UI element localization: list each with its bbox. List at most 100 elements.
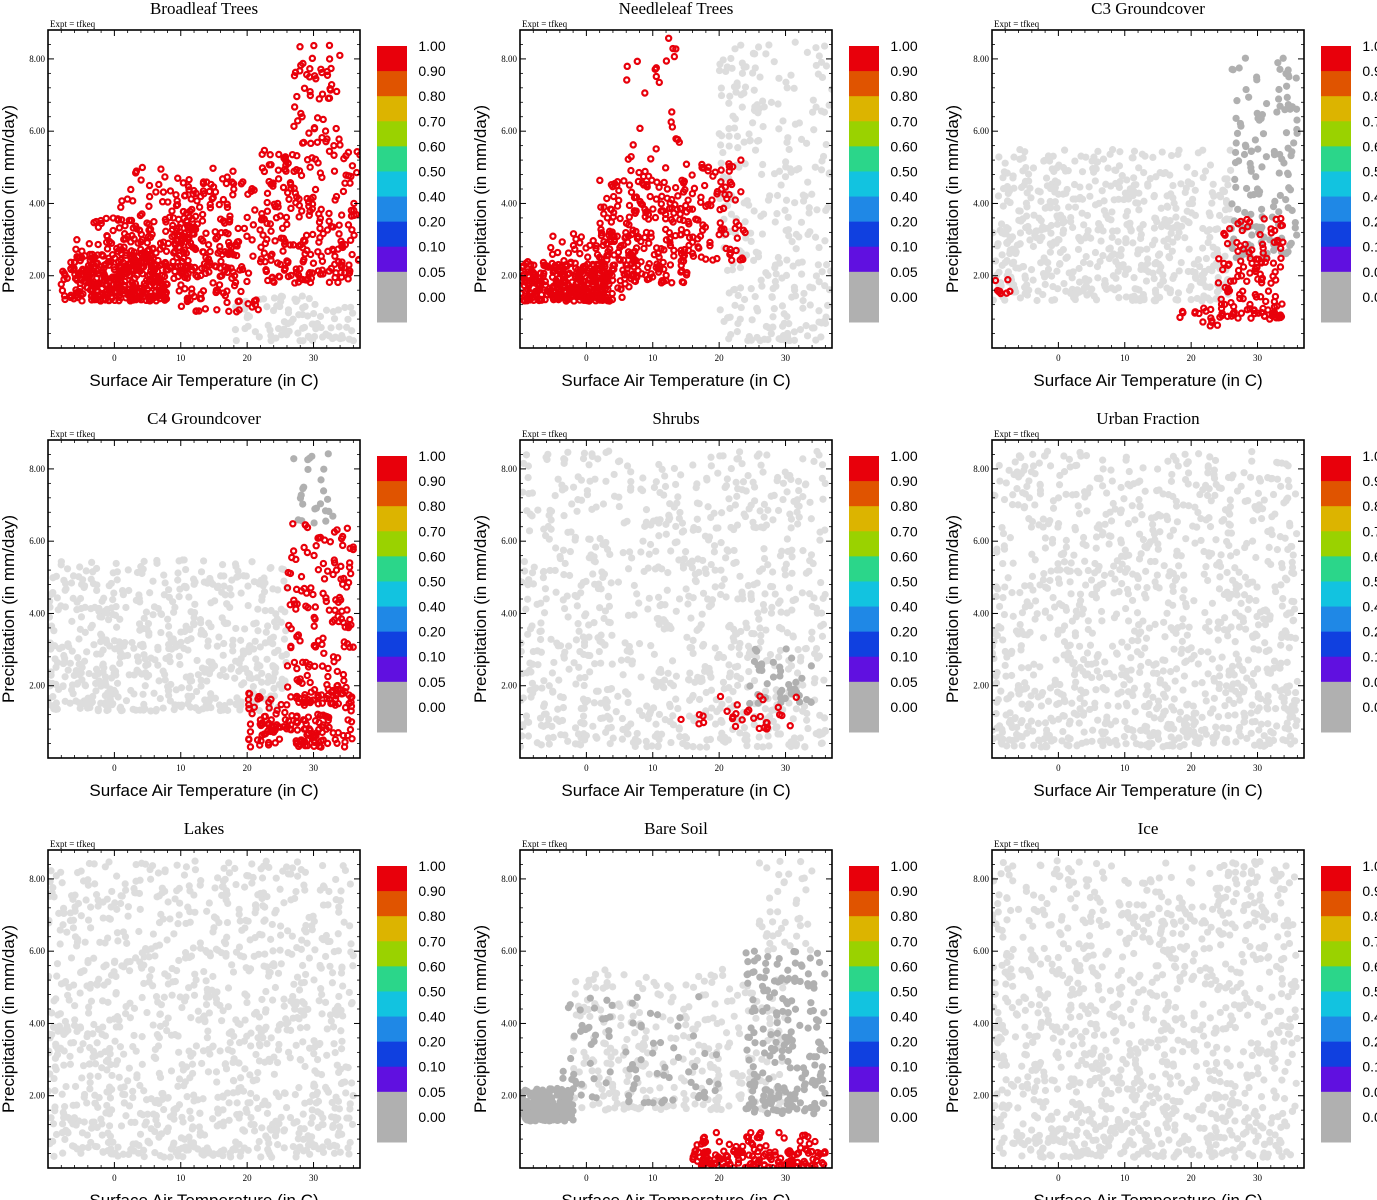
data-point bbox=[812, 61, 820, 70]
data-point bbox=[759, 160, 767, 169]
data-point bbox=[190, 619, 198, 627]
data-point bbox=[331, 701, 340, 709]
y-tick-label: 8.00 bbox=[29, 464, 45, 474]
data-point bbox=[663, 185, 672, 193]
data-point bbox=[1139, 221, 1147, 229]
data-point bbox=[784, 213, 792, 221]
data-point bbox=[309, 230, 317, 239]
data-point bbox=[625, 220, 633, 229]
data-point bbox=[1042, 174, 1051, 182]
data-point bbox=[660, 178, 668, 187]
data-point bbox=[651, 213, 660, 222]
data-point bbox=[197, 676, 205, 684]
y-axis-label: Precipitation (in mm/day) bbox=[0, 105, 18, 293]
data-point bbox=[760, 606, 768, 614]
data-point bbox=[348, 250, 356, 259]
data-point bbox=[278, 331, 286, 339]
data-point bbox=[815, 52, 823, 60]
data-point bbox=[298, 658, 307, 667]
y-axis-label: Precipitation (in mm/day) bbox=[0, 515, 18, 703]
data-point bbox=[1082, 153, 1090, 161]
data-point bbox=[290, 455, 298, 463]
data-point bbox=[190, 230, 198, 238]
data-point bbox=[145, 296, 154, 305]
y-axis-label: Precipitation (in mm/day) bbox=[943, 105, 962, 293]
data-point bbox=[274, 646, 282, 654]
data-point bbox=[246, 642, 254, 650]
data-point bbox=[101, 607, 109, 615]
data-point bbox=[1023, 281, 1031, 289]
data-point bbox=[329, 729, 337, 737]
data-point bbox=[704, 167, 712, 175]
data-point bbox=[637, 548, 645, 556]
data-point bbox=[1291, 224, 1299, 232]
data-point bbox=[80, 657, 89, 665]
data-point bbox=[176, 660, 184, 669]
data-point bbox=[1235, 64, 1243, 72]
y-tick-label: 6.00 bbox=[29, 126, 45, 136]
data-point bbox=[320, 575, 329, 583]
data-point bbox=[326, 86, 335, 94]
data-point bbox=[282, 213, 291, 222]
data-point bbox=[199, 178, 208, 186]
data-point bbox=[161, 173, 169, 181]
data-point bbox=[537, 619, 545, 627]
data-point bbox=[143, 254, 151, 263]
data-point bbox=[719, 148, 727, 157]
data-point bbox=[789, 715, 797, 723]
data-point bbox=[192, 687, 201, 696]
data-point bbox=[1039, 223, 1047, 231]
colorbar-label: 0.80 bbox=[890, 88, 917, 104]
data-point bbox=[787, 524, 795, 532]
data-point bbox=[134, 287, 142, 295]
data-point bbox=[591, 580, 599, 588]
data-point bbox=[185, 213, 194, 221]
data-point bbox=[280, 325, 288, 333]
data-point bbox=[304, 663, 313, 671]
data-point bbox=[720, 575, 728, 583]
data-point bbox=[675, 595, 684, 603]
data-point bbox=[286, 569, 295, 578]
data-point bbox=[189, 190, 197, 198]
data-point bbox=[822, 62, 831, 70]
colorbar-swatch bbox=[377, 171, 407, 198]
data-point bbox=[564, 249, 573, 257]
data-point bbox=[343, 606, 351, 614]
data-point bbox=[822, 261, 831, 269]
expt-label: Expt = tfkeq bbox=[522, 19, 568, 29]
data-point bbox=[166, 697, 174, 705]
data-point bbox=[306, 87, 314, 96]
data-point bbox=[188, 692, 196, 701]
data-point bbox=[1258, 240, 1267, 249]
data-point bbox=[231, 560, 240, 568]
data-point bbox=[1277, 254, 1285, 262]
data-point bbox=[736, 315, 744, 323]
data-point bbox=[757, 212, 765, 220]
data-point bbox=[1175, 146, 1183, 154]
data-point bbox=[678, 176, 686, 184]
data-point bbox=[1143, 259, 1152, 268]
data-point bbox=[1201, 167, 1210, 175]
data-point bbox=[633, 729, 641, 738]
data-point bbox=[303, 548, 312, 557]
data-point bbox=[711, 644, 719, 652]
data-point bbox=[325, 147, 334, 155]
data-point bbox=[154, 661, 162, 669]
data-point bbox=[746, 137, 754, 145]
data-point bbox=[778, 322, 787, 330]
data-point bbox=[283, 331, 291, 339]
data-point bbox=[1199, 224, 1207, 233]
data-point bbox=[1053, 267, 1061, 275]
data-point bbox=[727, 210, 735, 218]
data-point bbox=[106, 696, 114, 704]
data-point bbox=[719, 678, 728, 686]
data-point bbox=[167, 635, 175, 643]
data-point bbox=[821, 282, 829, 290]
y-axis-label: Precipitation (in mm/day) bbox=[471, 105, 490, 293]
panel-title: Shrubs bbox=[652, 409, 699, 428]
data-point bbox=[585, 633, 593, 641]
data-point bbox=[75, 635, 83, 643]
data-point bbox=[1227, 312, 1236, 320]
x-tick-label: 0 bbox=[112, 353, 117, 363]
data-point bbox=[205, 619, 213, 627]
